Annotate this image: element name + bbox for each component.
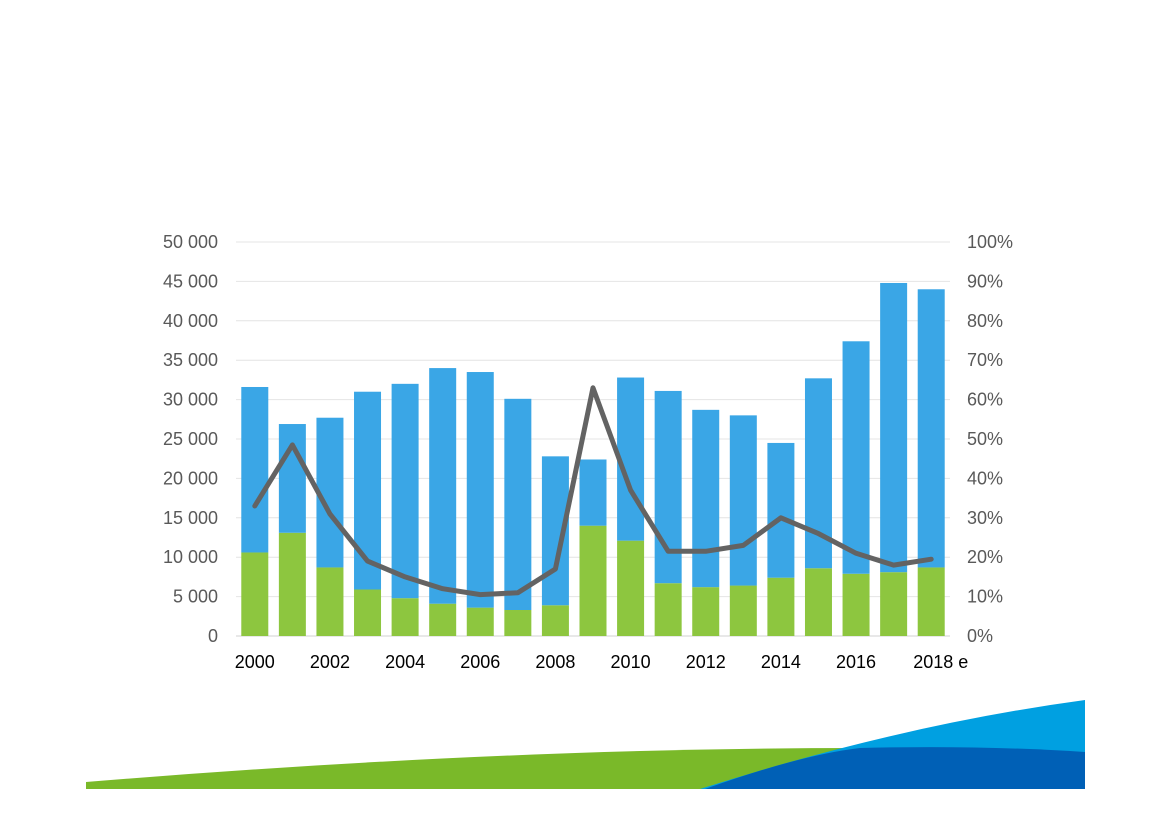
y2-tick-label: 40% <box>967 468 1003 488</box>
bar-2016-segment-2 <box>842 341 870 574</box>
bar-2016-segment-1 <box>842 573 870 636</box>
bar-2018-e-segment-1 <box>917 567 945 636</box>
y-tick-label: 45 000 <box>163 271 218 291</box>
bar-2005-segment-1 <box>429 603 457 636</box>
y-tick-label: 5 000 <box>173 587 218 607</box>
y2-tick-label: 0% <box>967 626 993 646</box>
x-axis: 2000 2002 2004 2006 2008 2010 2012 2014 2016 2018… <box>235 652 969 672</box>
x-tick-label: 2012 <box>686 652 726 672</box>
y2-tick-label: 20% <box>967 547 1003 567</box>
bar-2014-segment-2 <box>767 442 795 578</box>
bar-2013-segment-2 <box>729 415 757 586</box>
bar-2017-segment-2 <box>880 282 908 573</box>
bar-2002-segment-1 <box>316 567 344 636</box>
y2-tick-label: 10% <box>967 587 1003 607</box>
bar-2000-segment-2 <box>241 386 269 553</box>
y2-tick-label: 90% <box>967 271 1003 291</box>
y2-tick-label: 80% <box>967 311 1003 331</box>
bar-2009-segment-1 <box>579 525 607 636</box>
x-tick-label: 2000 <box>235 652 275 672</box>
y2-tick-label: 60% <box>967 390 1003 410</box>
bar-2013-segment-1 <box>729 585 757 636</box>
bar-2004-segment-2 <box>391 383 419 599</box>
bar-2005-segment-2 <box>429 368 457 604</box>
x-tick-label: 2016 <box>836 652 876 672</box>
bar-2007-segment-2 <box>504 398 532 610</box>
bar-2018-e-segment-2 <box>917 289 945 568</box>
x-tick-label: 2010 <box>611 652 651 672</box>
bar-2011-segment-2 <box>654 390 682 584</box>
bar-2004-segment-1 <box>391 598 419 636</box>
bar-2007-segment-1 <box>504 609 532 636</box>
bar-2015-segment-1 <box>804 568 832 636</box>
y-tick-label: 0 <box>208 626 218 646</box>
y2-tick-label: 70% <box>967 350 1003 370</box>
bars <box>241 282 945 636</box>
bar-2006-segment-1 <box>466 607 494 636</box>
x-tick-label: 2002 <box>310 652 350 672</box>
bar-2010-segment-1 <box>617 540 645 636</box>
bar-2009-segment-2 <box>579 459 607 526</box>
bar-2003-segment-1 <box>354 589 382 636</box>
x-tick-label: 2014 <box>761 652 801 672</box>
x-tick-label: 2004 <box>385 652 425 672</box>
bar-2012-segment-1 <box>692 587 720 636</box>
y-tick-label: 15 000 <box>163 508 218 528</box>
bar-2000-segment-1 <box>241 552 269 636</box>
y-tick-label: 50 000 <box>163 232 218 252</box>
y-tick-label: 20 000 <box>163 468 218 488</box>
bar-2003-segment-2 <box>354 391 382 590</box>
y-axis-left: 0 5 000 10 000 15 000 20 000 25 000 30 000 35 0… <box>163 232 218 646</box>
x-tick-label: 2008 <box>535 652 575 672</box>
bar-2014-segment-1 <box>767 577 795 636</box>
x-tick-label: 2018 e <box>913 652 968 672</box>
ratio-line <box>252 385 934 598</box>
y-tick-label: 40 000 <box>163 311 218 331</box>
y2-tick-label: 100% <box>967 232 1013 252</box>
dark-blue-swoosh <box>705 747 1085 789</box>
y-tick-label: 25 000 <box>163 429 218 449</box>
y-tick-label: 35 000 <box>163 350 218 370</box>
bar-2012-segment-2 <box>692 409 720 588</box>
y2-tick-label: 30% <box>967 508 1003 528</box>
green-swoosh <box>86 748 860 789</box>
bar-2017-segment-1 <box>880 572 908 636</box>
bar-2011-segment-1 <box>654 583 682 636</box>
bar-2006-segment-2 <box>466 372 494 608</box>
y-tick-label: 10 000 <box>163 547 218 567</box>
x-tick-label: 2006 <box>460 652 500 672</box>
bar-2008-segment-1 <box>541 605 569 636</box>
y2-tick-label: 50% <box>967 429 1003 449</box>
y-tick-label: 30 000 <box>163 390 218 410</box>
y-axis-right: 0% 10% 20% 30% 40% 50% 60% 70% 80% 90% 100% <box>967 232 1013 646</box>
footer-swoosh <box>86 700 1085 789</box>
ratio-line-path <box>252 385 934 598</box>
bar-2001-segment-1 <box>278 532 306 636</box>
bar-2001-segment-2 <box>278 424 306 533</box>
